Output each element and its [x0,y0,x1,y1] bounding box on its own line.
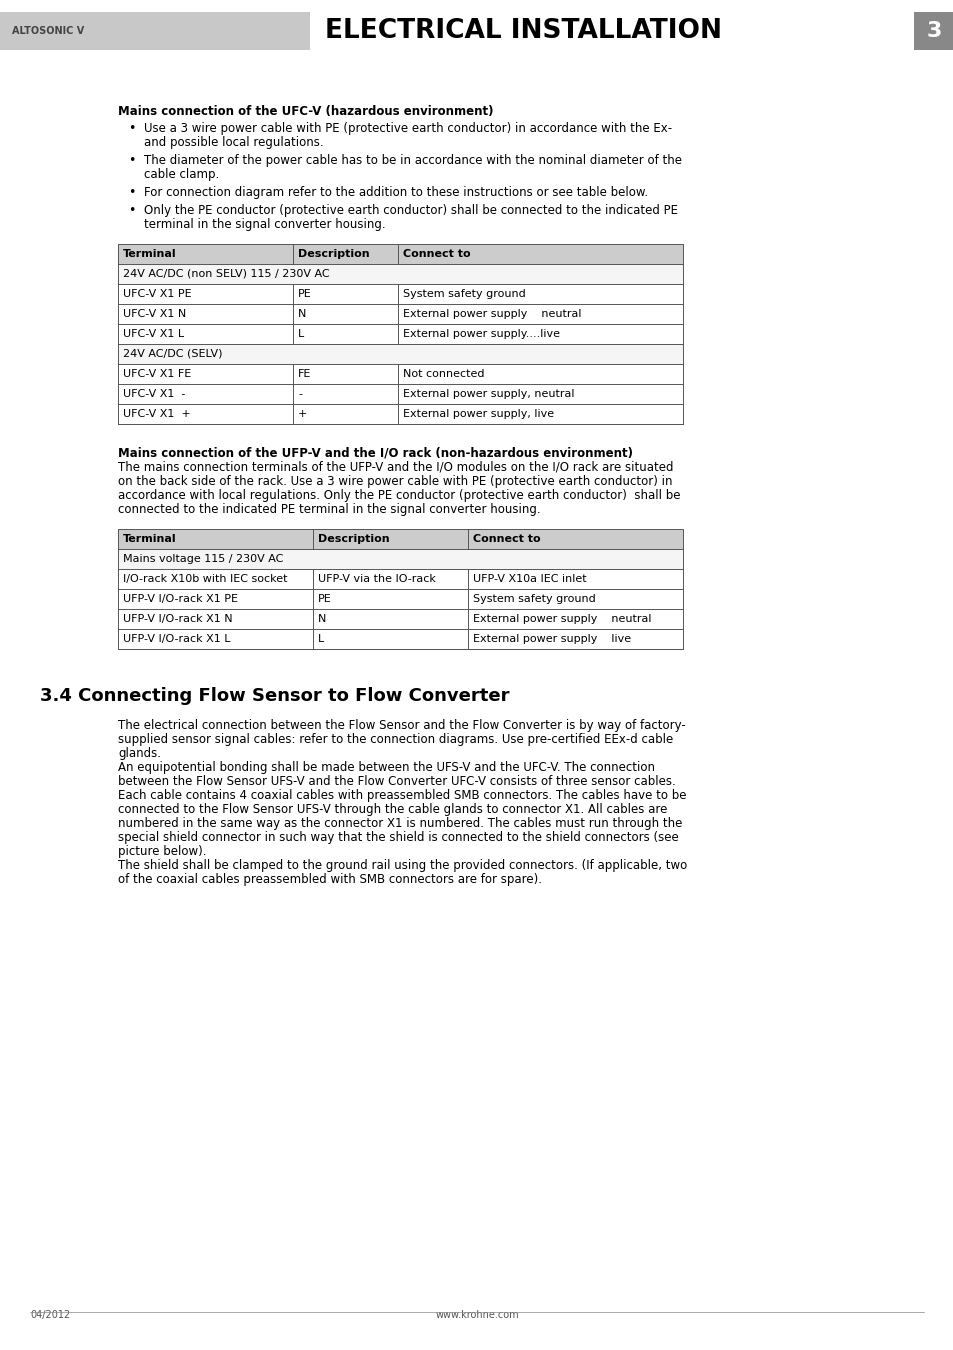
Text: UFP-V I/O-rack X1 N: UFP-V I/O-rack X1 N [123,614,233,624]
Text: •: • [128,186,135,198]
Text: -: - [297,389,302,400]
Text: The diameter of the power cable has to be in accordance with the nominal diamete: The diameter of the power cable has to b… [144,154,681,167]
Text: Only the PE conductor (protective earth conductor) shall be connected to the ind: Only the PE conductor (protective earth … [144,204,678,217]
Text: glands.: glands. [118,747,161,760]
Text: External power supply, neutral: External power supply, neutral [402,389,574,400]
Text: System safety ground: System safety ground [402,289,525,298]
Text: Terminal: Terminal [123,535,176,544]
Text: N: N [317,614,326,624]
Bar [0,12,310,50]
Text: Terminal: Terminal [123,248,176,259]
Text: FE: FE [297,369,311,379]
Text: Connect to: Connect to [402,248,470,259]
Text: Description: Description [297,248,369,259]
Text: UFC-V X1 PE: UFC-V X1 PE [123,289,192,298]
Text: External power supply    neutral: External power supply neutral [473,614,651,624]
Text: 3.4 Connecting Flow Sensor to Flow Converter: 3.4 Connecting Flow Sensor to Flow Conve… [40,687,509,705]
Bar [118,244,682,265]
Text: numbered in the same way as the connector X1 is numbered. The cables must run th: numbered in the same way as the connecto… [118,817,681,830]
Bar [118,244,682,424]
Text: External power supply, live: External power supply, live [402,409,554,418]
Text: For connection diagram refer to the addition to these instructions or see table : For connection diagram refer to the addi… [144,186,647,198]
Text: L: L [317,634,324,644]
Text: The electrical connection between the Flow Sensor and the Flow Converter is by w: The electrical connection between the Fl… [118,720,685,732]
Text: Mains connection of the UFP-V and the I/O rack (non-hazardous environment): Mains connection of the UFP-V and the I/… [118,446,633,459]
Text: Mains connection of the UFC-V (hazardous environment): Mains connection of the UFC-V (hazardous… [118,105,493,117]
Text: N: N [297,309,306,319]
Text: ELECTRICAL INSTALLATION: ELECTRICAL INSTALLATION [325,18,721,45]
Text: UFP-V via the IO-rack: UFP-V via the IO-rack [317,574,436,585]
Text: 3: 3 [925,22,941,40]
Text: The mains connection terminals of the UFP-V and the I/O modules on the I/O rack : The mains connection terminals of the UF… [118,460,673,474]
Text: The shield shall be clamped to the ground rail using the provided connectors. (I: The shield shall be clamped to the groun… [118,859,686,872]
Text: Use a 3 wire power cable with PE (protective earth conductor) in accordance with: Use a 3 wire power cable with PE (protec… [144,122,672,135]
Text: External power supply....live: External power supply....live [402,329,559,339]
Bar [118,265,682,284]
Text: UFP-V I/O-rack X1 L: UFP-V I/O-rack X1 L [123,634,231,644]
Text: on the back side of the rack. Use a 3 wire power cable with PE (protective earth: on the back side of the rack. Use a 3 wi… [118,475,672,487]
Text: connected to the Flow Sensor UFS-V through the cable glands to connector X1. All: connected to the Flow Sensor UFS-V throu… [118,803,667,815]
Text: accordance with local regulations. Only the PE conductor (protective earth condu: accordance with local regulations. Only … [118,489,679,502]
Text: •: • [128,154,135,167]
Text: UFC-V X1 L: UFC-V X1 L [123,329,184,339]
Text: UFC-V X1 N: UFC-V X1 N [123,309,186,319]
Text: supplied sensor signal cables: refer to the connection diagrams. Use pre-certifi: supplied sensor signal cables: refer to … [118,733,673,747]
Text: Each cable contains 4 coaxial cables with preassembled SMB connectors. The cable: Each cable contains 4 coaxial cables wit… [118,788,686,802]
Text: UFC-V X1 FE: UFC-V X1 FE [123,369,191,379]
Text: UFC-V X1  +: UFC-V X1 + [123,409,191,418]
Bar [913,12,953,50]
Text: PE: PE [317,594,332,603]
Text: An equipotential bonding shall be made between the UFS-V and the UFC-V. The conn: An equipotential bonding shall be made b… [118,761,655,774]
Text: Not connected: Not connected [402,369,484,379]
Bar [118,244,682,424]
Text: System safety ground: System safety ground [473,594,595,603]
Bar [118,529,682,549]
Text: and possible local regulations.: and possible local regulations. [144,136,323,148]
Text: Description: Description [317,535,389,544]
Text: connected to the indicated PE terminal in the signal converter housing.: connected to the indicated PE terminal i… [118,504,540,516]
Text: www.krohne.com: www.krohne.com [435,1310,518,1320]
Text: External power supply    live: External power supply live [473,634,631,644]
Text: 24V AC/DC (non SELV) 115 / 230V AC: 24V AC/DC (non SELV) 115 / 230V AC [123,269,330,279]
Text: +: + [297,409,307,418]
Text: UFC-V X1  -: UFC-V X1 - [123,389,185,400]
Text: PE: PE [297,289,312,298]
Text: UFP-V I/O-rack X1 PE: UFP-V I/O-rack X1 PE [123,594,237,603]
Bar [118,549,682,568]
Bar [118,344,682,364]
Text: between the Flow Sensor UFS-V and the Flow Converter UFC-V consists of three sen: between the Flow Sensor UFS-V and the Fl… [118,775,675,788]
Bar [118,529,682,649]
Text: 04/2012: 04/2012 [30,1310,71,1320]
Text: of the coaxial cables preassembled with SMB connectors are for spare).: of the coaxial cables preassembled with … [118,873,541,886]
Text: I/O-rack X10b with IEC socket: I/O-rack X10b with IEC socket [123,574,287,585]
Text: special shield connector in such way that the shield is connected to the shield : special shield connector in such way tha… [118,832,678,844]
Text: Connect to: Connect to [473,535,540,544]
Text: picture below).: picture below). [118,845,206,859]
Text: Mains voltage 115 / 230V AC: Mains voltage 115 / 230V AC [123,554,283,564]
Bar [118,529,682,649]
Text: 24V AC/DC (SELV): 24V AC/DC (SELV) [123,350,222,359]
Text: External power supply    neutral: External power supply neutral [402,309,581,319]
Text: terminal in the signal converter housing.: terminal in the signal converter housing… [144,217,385,231]
Text: •: • [128,122,135,135]
Text: L: L [297,329,304,339]
Text: cable clamp.: cable clamp. [144,167,219,181]
Text: UFP-V X10a IEC inlet: UFP-V X10a IEC inlet [473,574,586,585]
Text: •: • [128,204,135,217]
Text: ALTOSONIC V: ALTOSONIC V [12,26,84,36]
